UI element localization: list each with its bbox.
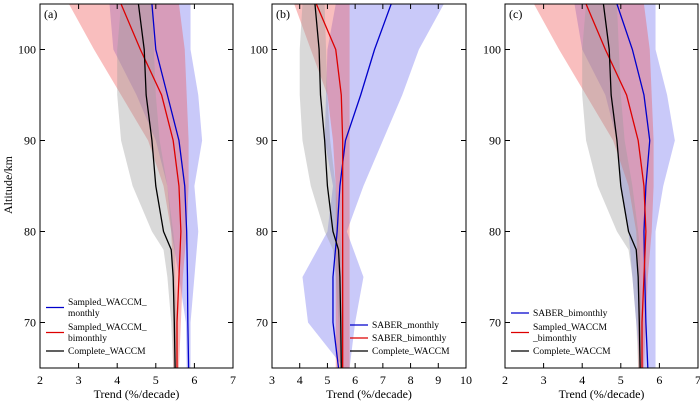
panel-frame [504, 3, 699, 369]
x-tick-label: 5 [618, 373, 624, 387]
legend-label-2: Sampled_WACCM [533, 323, 607, 333]
panel-label: (c) [509, 7, 522, 21]
y-tick-label: 80 [489, 225, 501, 239]
series-line-2 [315, 4, 344, 368]
panels: 2 3 4 5 6 7 70 80 90 100 (a) Trend (%/decade) Sample… [18, 3, 700, 401]
chart-panel-2: 3 4 5 6 7 8 9 10 70 80 90 100 (b) Trend (%/decade) SAB… [250, 3, 472, 401]
series-line-2 [585, 4, 647, 368]
legend: SABER_monthly SABER_bimonthly Complete_WAC… [350, 321, 450, 357]
legend-label-1: Sampled_WACCM_ [68, 298, 147, 308]
series-band-2 [294, 4, 350, 368]
y-tick-label: 90 [489, 134, 501, 148]
series-line-3 [314, 4, 342, 368]
series-line-2 [120, 4, 182, 368]
x-tick-label: 7 [230, 373, 236, 387]
y-tick-label: 80 [256, 225, 268, 239]
legend-label-2: _bimonthly [532, 334, 577, 344]
x-tick-label: 4 [114, 373, 120, 387]
series-line-1 [616, 4, 651, 368]
series-band-3 [582, 4, 643, 368]
legend-label-2: Sampled_WACCM_ [68, 323, 147, 333]
series-band-1 [302, 4, 444, 368]
y-tick-label: 100 [250, 43, 268, 57]
y-tick-label: 70 [489, 316, 501, 330]
series-band-1 [109, 4, 203, 368]
legend-label-1: monthly [68, 309, 100, 319]
legend-label-1: SABER_bimonthly [533, 309, 608, 319]
y-tick-label: 100 [483, 43, 501, 57]
x-tick-label: 6 [191, 373, 197, 387]
x-tick-label: 3 [269, 373, 275, 387]
x-tick-label: 3 [541, 373, 547, 387]
series-line-3 [137, 4, 176, 368]
series-line-3 [602, 4, 641, 368]
plot-area [533, 4, 675, 368]
x-tick-label: 4 [297, 373, 303, 387]
y-tick-label: 70 [256, 316, 268, 330]
x-axis-title: Trend (%/decade) [559, 387, 645, 401]
series-line-1 [332, 4, 392, 368]
x-tick-label: 6 [352, 373, 358, 387]
x-tick-label: 2 [502, 373, 508, 387]
panel-label: (b) [276, 7, 290, 21]
y-axis-title: Altitude/km [1, 155, 15, 214]
x-tick-label: 7 [380, 373, 386, 387]
plot-area [294, 4, 444, 368]
x-tick-label: 2 [37, 373, 43, 387]
y-tick-label: 70 [24, 316, 36, 330]
plot-area [68, 4, 203, 368]
x-tick-label: 3 [76, 373, 82, 387]
legend: SABER_bimonthly Sampled_WACCM_bimonthly Co… [511, 309, 611, 357]
chart-panel-1: 2 3 4 5 6 7 70 80 90 100 (a) Trend (%/decade) Sample… [18, 3, 236, 401]
legend-label-1: SABER_monthly [372, 321, 439, 331]
x-tick-label: 6 [656, 373, 662, 387]
legend-label-2: SABER_bimonthly [372, 334, 447, 344]
x-tick-label: 5 [153, 373, 159, 387]
series-band-3 [299, 4, 343, 368]
x-tick-label: 9 [435, 373, 441, 387]
legend-label-3: Complete_WACCM [372, 347, 450, 357]
panel-frame [271, 3, 467, 369]
y-tick-label: 80 [24, 225, 36, 239]
panel-frame [39, 3, 234, 369]
x-tick-label: 10 [460, 373, 472, 387]
legend-label-3: Complete_WACCM [68, 347, 146, 357]
y-tick-label: 100 [18, 43, 36, 57]
x-tick-label: 5 [324, 373, 330, 387]
series-band-2 [533, 4, 654, 368]
series-band-2 [68, 4, 189, 368]
x-axis-title: Trend (%/decade) [326, 387, 412, 401]
x-axis-title: Trend (%/decade) [94, 387, 180, 401]
legend-label-3: Complete_WACCM [533, 347, 611, 357]
legend: Sampled_WACCM_monthlySampled_WACCM_bimon… [46, 298, 147, 357]
x-tick-label: 7 [695, 373, 700, 387]
series-line-1 [151, 4, 190, 368]
series-band-1 [574, 4, 675, 368]
legend-label-2: bimonthly [68, 334, 107, 344]
y-tick-label: 90 [24, 134, 36, 148]
series-band-3 [117, 4, 178, 368]
x-tick-label: 8 [408, 373, 414, 387]
x-tick-label: 4 [579, 373, 585, 387]
y-tick-label: 90 [256, 134, 268, 148]
panel-label: (a) [44, 7, 57, 21]
chart-panel-3: 2 3 4 5 6 7 70 80 90 100 (c) Trend (%/decade) SABER_… [483, 3, 700, 401]
